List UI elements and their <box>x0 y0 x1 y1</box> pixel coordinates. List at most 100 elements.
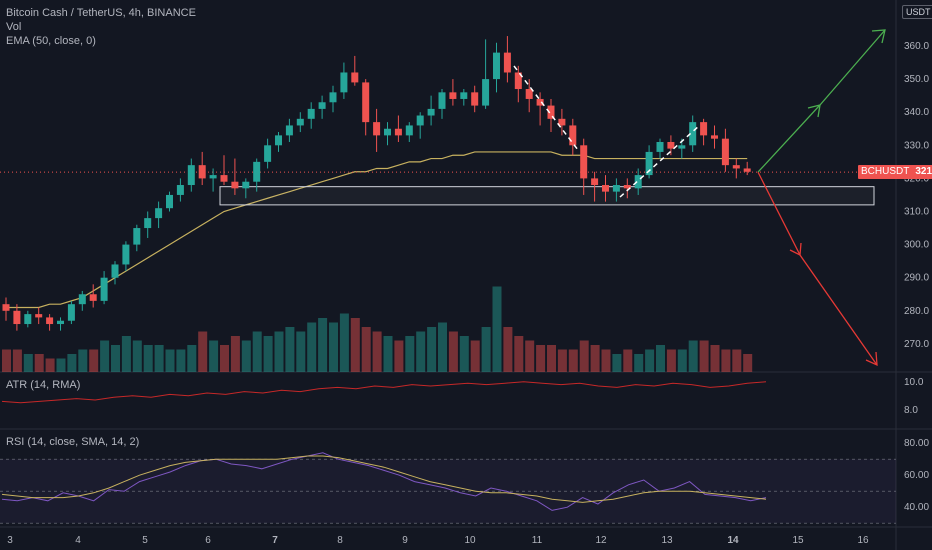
volume-bar <box>656 345 665 372</box>
volume-bar <box>252 331 262 372</box>
volume-bar <box>743 354 753 372</box>
candle-body <box>264 145 272 162</box>
rsi-legend: RSI (14, close, SMA, 14, 2) <box>6 435 139 449</box>
volume-bar <box>481 327 491 372</box>
candle-body <box>285 125 293 136</box>
time-tick-label: 14 <box>727 535 739 546</box>
candle-body <box>427 108 435 116</box>
price-tick-label: 310.0 <box>904 207 929 218</box>
volume-bar <box>623 349 633 372</box>
candle-body <box>449 92 457 99</box>
volume-bar <box>612 354 622 372</box>
candle-body <box>634 175 642 189</box>
currency-button[interactable]: USDT <box>902 5 932 19</box>
price-tick-label: 330.0 <box>904 140 929 151</box>
time-tick-label: 11 <box>532 535 543 546</box>
candle-body <box>384 128 391 136</box>
current-symbol: BCHUSDT <box>861 166 910 177</box>
volume-bar <box>78 349 88 372</box>
candle-body <box>220 175 228 182</box>
ema-line <box>6 151 748 309</box>
rsi-ma-line <box>1 455 767 503</box>
candle-body <box>602 185 609 192</box>
candle-body <box>242 181 250 189</box>
candle-body <box>438 92 446 109</box>
volume-bar <box>34 354 44 372</box>
volume-bar <box>296 331 306 372</box>
volume-bar <box>198 331 208 372</box>
volume-bar <box>634 354 644 372</box>
chart-legend: Bitcoin Cash / TetherUS, 4h, BINANCE Vol… <box>6 6 196 48</box>
candle-body <box>318 102 326 109</box>
volume-bar <box>187 345 197 372</box>
time-tick-label: 13 <box>661 535 673 546</box>
support-zone <box>219 186 875 206</box>
volume-bar <box>89 349 99 372</box>
candle-body <box>656 141 664 152</box>
rsi-tick-label: 80.00 <box>904 438 929 449</box>
volume-bar <box>12 349 22 372</box>
candle-body <box>307 108 315 119</box>
volume-bar <box>579 340 589 372</box>
volume-bar <box>525 340 535 372</box>
time-tick-label: 6 <box>205 535 211 546</box>
volume-bar <box>492 286 502 372</box>
candle-body <box>460 92 468 99</box>
candle-body <box>133 228 141 245</box>
candle-body <box>394 128 402 136</box>
atr-line <box>1 381 767 404</box>
time-tick-label: 15 <box>792 535 804 546</box>
candle-body <box>416 115 424 126</box>
rsi-tick-label: 60.00 <box>904 470 929 481</box>
volume-bar <box>121 336 131 372</box>
volume-bar <box>100 340 110 372</box>
time-tick-label: 7 <box>272 535 278 546</box>
volume-bar <box>318 318 328 372</box>
candle-body <box>296 118 304 126</box>
price-tick-label: 270.0 <box>904 339 929 350</box>
candle-body <box>525 89 533 99</box>
candle-body <box>111 264 119 278</box>
volume-bar <box>209 340 219 372</box>
candle-body <box>78 294 86 305</box>
volume-bar <box>568 349 578 372</box>
volume-bar <box>220 345 229 372</box>
candle-body <box>405 125 413 136</box>
volume-bar <box>699 340 709 372</box>
volume-bar <box>427 327 437 372</box>
price-tick-label: 340.0 <box>904 107 929 118</box>
candle-body <box>547 105 555 119</box>
volume-bar <box>503 327 513 372</box>
candle-body <box>253 161 261 182</box>
time-tick-label: 5 <box>142 535 148 546</box>
candle-body <box>13 310 21 325</box>
current-price-label: BCHUSDT 321.9 <box>858 165 932 179</box>
candle-body <box>275 135 282 146</box>
candle-body <box>471 92 479 106</box>
volume-bar <box>263 336 273 372</box>
price-tick-label: 300.0 <box>904 240 929 251</box>
volume-bar <box>350 318 360 372</box>
candle-body <box>678 145 686 149</box>
candle-body <box>503 52 511 73</box>
volume-bar <box>56 358 66 372</box>
volume-bar <box>688 340 698 372</box>
candle-body <box>645 151 653 176</box>
volume-bar <box>176 349 186 372</box>
time-tick-label: 9 <box>402 535 408 546</box>
volume-bar <box>2 349 11 372</box>
candle-body <box>329 92 337 103</box>
atr-tick-label: 8.0 <box>904 405 918 416</box>
rsi-label: RSI (14, close, SMA, 14, 2) <box>6 436 140 448</box>
candle-body <box>57 320 64 325</box>
volume-bar <box>590 345 600 372</box>
volume-bar <box>470 340 480 372</box>
time-tick-label: 3 <box>7 535 13 546</box>
candle-body <box>689 122 697 146</box>
candle-body <box>100 277 108 301</box>
bullish-arrow-head <box>807 104 821 118</box>
price-tick-label: 350.0 <box>904 74 929 85</box>
volume-bar <box>241 340 251 372</box>
volume-bar <box>732 349 742 372</box>
